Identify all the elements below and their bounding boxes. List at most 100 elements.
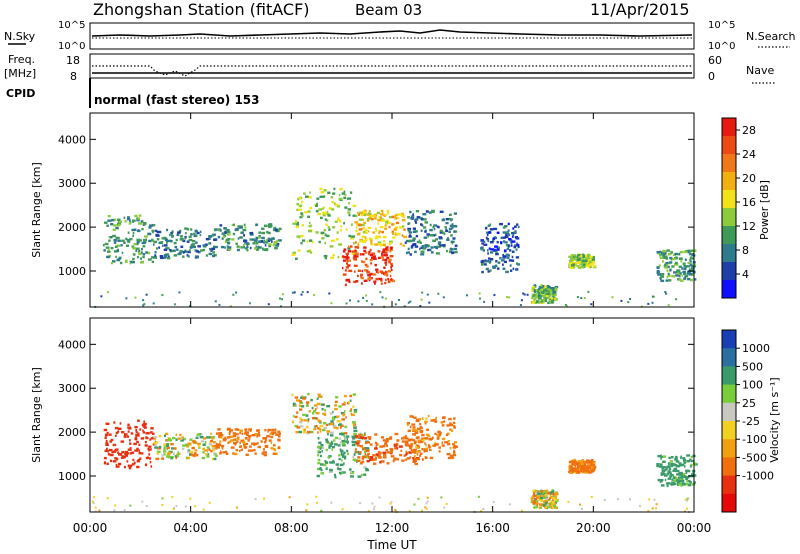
power-cell [116,244,121,247]
power-cell [432,226,435,229]
power-cell [450,219,452,222]
power-cell [143,235,148,238]
power-cell [484,260,488,263]
power-cell [369,272,373,276]
velocity-cell [536,501,539,505]
power-cell [429,248,432,252]
velocity-cell [317,419,322,423]
velocity-cell [246,433,249,436]
velocity-cell [305,414,309,417]
velocity-cell [547,504,551,507]
velocity-ytick-label: 4000 [58,338,86,351]
velocity-cell [177,454,179,458]
velocity-cell [549,502,554,505]
power-cell [503,225,508,228]
power-cell [543,289,546,292]
power-cell [576,261,581,265]
velocity-cell [278,432,281,435]
power-colorbar-tick-label: 20 [742,172,756,185]
velocity-cell [412,460,416,463]
velocity-colorbar-swatch [722,366,736,386]
power-cell [153,240,158,244]
velocity-cell [427,414,430,418]
power-cell [135,249,138,252]
power-cell [240,246,243,249]
power-cell [301,224,304,227]
power-cell [679,250,684,254]
velocity-cell [375,443,379,446]
velocity-cell [425,447,428,450]
power-cell [678,265,683,268]
power-colorbar-swatch [722,280,736,299]
nsky-panel [89,22,695,50]
velocity-cell [305,404,309,407]
power-cell [349,191,353,194]
power-cell [297,249,301,252]
power-cell [366,269,369,272]
velocity-cell [104,436,107,440]
power-cell [673,271,677,274]
power-cell [347,197,351,200]
power-cell [384,297,387,300]
velocity-cell [316,406,319,409]
velocity-cell [314,425,317,428]
velocity-cell [343,435,346,438]
power-cell [555,293,557,296]
power-cell [359,240,363,243]
freq-tick-bottom: 8 [70,70,77,83]
velocity-cell [149,448,152,451]
power-cell [208,252,213,256]
power-cell [449,213,452,216]
velocity-cell [220,450,222,453]
power-cell [147,251,151,255]
power-cell [438,236,443,239]
power-cell [661,260,664,263]
velocity-cell [547,492,551,495]
velocity-cell [210,432,212,435]
velocity-cell [317,393,321,396]
velocity-cell [156,441,159,444]
velocity-cell [316,501,319,504]
velocity-cell [318,449,320,453]
velocity-cell [428,446,431,449]
velocity-cell [234,428,238,431]
power-cell [258,231,261,234]
power-cell [450,240,455,243]
velocity-cell [662,465,666,469]
power-cell [234,228,237,231]
power-cell [481,262,484,265]
velocity-cell [342,444,346,447]
power-cell [534,298,537,301]
velocity-cell [681,463,685,467]
power-cell [132,234,134,238]
power-cell [435,245,438,249]
velocity-cell [115,465,120,468]
velocity-cell [587,470,591,474]
velocity-cell [535,503,538,506]
velocity-cell [355,435,358,438]
velocity-cell [369,443,373,446]
velocity-cell [492,501,495,504]
power-cell [397,299,400,301]
power-cell [138,239,142,242]
velocity-cell [647,509,650,512]
velocity-cell [352,455,355,459]
velocity-cell [325,467,328,471]
velocity-cell [686,460,690,463]
power-cell [496,231,500,234]
power-cell [125,297,128,300]
velocity-cell [434,441,437,445]
power-cell [660,279,665,283]
power-cell [502,253,505,257]
velocity-colorbar-swatch [722,348,736,367]
velocity-cell [94,506,97,509]
velocity-cell [154,443,157,447]
nsky-tick-bottom-left: 10^0 [58,41,85,52]
power-cell [205,238,209,241]
power-cell [219,224,223,227]
power-cell [192,245,196,249]
velocity-cell [182,444,186,447]
velocity-cell [319,427,322,431]
velocity-cell [334,400,338,404]
x-tick-label: 00:00 [73,521,108,535]
